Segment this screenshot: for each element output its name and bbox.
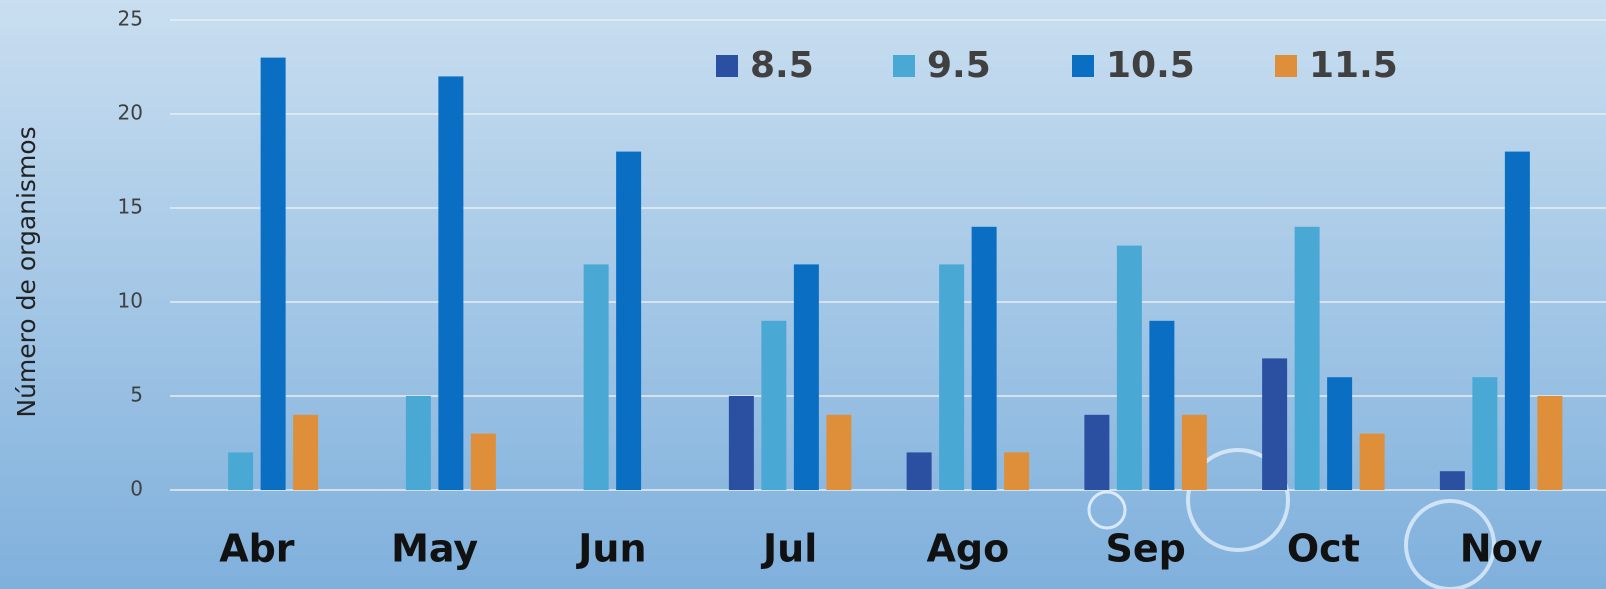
legend-label: 11.5 xyxy=(1309,45,1398,86)
legend-swatch xyxy=(893,55,915,77)
y-tick-label: 10 xyxy=(118,289,143,313)
legend-swatch xyxy=(1275,55,1297,77)
bar xyxy=(761,321,786,490)
bar xyxy=(907,452,932,490)
x-tick-label: Nov xyxy=(1460,527,1543,571)
bar xyxy=(1440,471,1465,490)
bar xyxy=(1182,415,1207,490)
bar xyxy=(616,152,641,490)
x-tick-label: Sep xyxy=(1105,527,1185,571)
bar xyxy=(1117,246,1142,490)
bar xyxy=(228,452,253,490)
bar xyxy=(826,415,851,490)
legend-swatch xyxy=(716,55,738,77)
bar xyxy=(584,264,609,490)
bar xyxy=(1262,358,1287,490)
bar xyxy=(1327,377,1352,490)
x-tick-label: Ago xyxy=(927,527,1010,571)
x-tick-label: May xyxy=(391,527,478,571)
bar xyxy=(471,434,496,490)
bar xyxy=(1295,227,1320,490)
bar xyxy=(1360,434,1385,490)
legend-swatch xyxy=(1072,55,1094,77)
y-tick-label: 20 xyxy=(118,101,143,125)
bar xyxy=(972,227,997,490)
x-tick-label: Oct xyxy=(1287,527,1360,571)
bar xyxy=(1537,396,1562,490)
bar xyxy=(1084,415,1109,490)
bar xyxy=(1505,152,1530,490)
bar xyxy=(261,58,286,490)
y-tick-label: 15 xyxy=(118,195,143,219)
legend-label: 8.5 xyxy=(750,45,814,86)
y-tick-label: 5 xyxy=(130,383,143,407)
bar xyxy=(939,264,964,490)
x-tick-label: Jul xyxy=(760,527,817,571)
bar xyxy=(729,396,754,490)
bar xyxy=(1004,452,1029,490)
bar xyxy=(1149,321,1174,490)
bar xyxy=(293,415,318,490)
bar xyxy=(438,76,463,490)
y-axis-title: Número de organismos xyxy=(12,126,41,417)
y-tick-label: 25 xyxy=(118,7,143,31)
legend-label: 9.5 xyxy=(927,45,991,86)
bar xyxy=(1472,377,1497,490)
x-tick-label: Abr xyxy=(219,527,295,571)
bar xyxy=(406,396,431,490)
x-tick-label: Jun xyxy=(575,527,646,571)
bar xyxy=(794,264,819,490)
y-tick-label: 0 xyxy=(130,477,143,501)
legend-label: 10.5 xyxy=(1106,45,1195,86)
chart: Número de organismos 0 5 10 15 20 25 Abr May Jun… xyxy=(0,0,1606,589)
